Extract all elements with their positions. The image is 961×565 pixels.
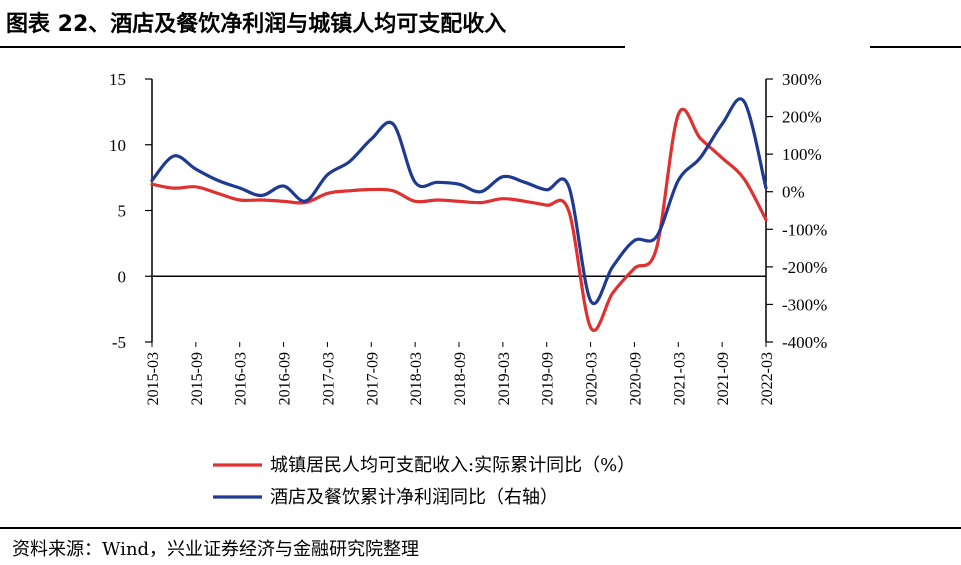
right-axis-tick-label: 200% [782, 108, 822, 127]
x-axis-tick-label: 2015-03 [145, 352, 162, 405]
x-axis-tick-label: 2018-03 [408, 352, 425, 405]
axes: 15 10 5 0 -5 300% 200% 100% 0% -100% -200% -300% -40… [109, 70, 827, 405]
figure-title: 图表 22、酒店及餐饮净利润与城镇人均可支配收入 [6, 12, 507, 37]
left-axis-tick-label: 0 [118, 267, 127, 286]
x-axis-tick-label: 2015-09 [189, 352, 206, 405]
x-axis-tick-label: 2017-09 [364, 352, 381, 405]
right-axis-tick-label: -300% [782, 295, 827, 314]
legend-label: 酒店及餐饮累计净利润同比（右轴） [270, 487, 558, 508]
right-axis-tick-label: -400% [782, 333, 827, 352]
x-axis-tick-label: 2017-03 [320, 352, 337, 405]
series-lines [150, 97, 768, 332]
x-axis-tick-label: 2021-03 [671, 352, 688, 405]
x-axis-tick-label: 2020-03 [584, 352, 601, 405]
right-axis-tick-label: -200% [782, 258, 827, 277]
source-note: 资料来源：Wind，兴业证券经济与金融研究院整理 [12, 539, 420, 560]
income-growth-line [150, 107, 768, 332]
right-axis-tick-label: 300% [782, 70, 822, 89]
x-axis-tick-label: 2016-09 [277, 352, 294, 405]
x-axis-tick-label: 2018-09 [452, 352, 469, 405]
x-axis-tick-label: 2019-03 [496, 352, 513, 405]
title-rule-right [870, 46, 961, 48]
left-axis-tick-label: -5 [112, 333, 126, 352]
legend-label: 城镇居民人均可支配收入:实际累计同比（%） [270, 455, 635, 476]
right-axis-tick-label: 0% [782, 183, 805, 202]
title-rule [0, 46, 625, 48]
hotel-catering-profit-line [150, 97, 768, 305]
left-axis-tick-label: 10 [109, 136, 126, 155]
left-axis-tick-label: 5 [118, 202, 127, 221]
left-axis-tick-label: 15 [109, 70, 126, 89]
legend: 城镇居民人均可支配收入:实际累计同比（%） 酒店及餐饮累计净利润同比（右轴） [213, 455, 635, 508]
x-axis-tick-label: 2022-03 [759, 352, 776, 405]
right-axis-tick-label: 100% [782, 145, 822, 164]
source-rule [0, 527, 961, 529]
x-axis-tick-label: 2019-09 [540, 352, 557, 405]
x-axis-tick-label: 2021-09 [715, 352, 732, 405]
chart-area: 15 10 5 0 -5 300% 200% 100% 0% -100% -200% -300% -40… [109, 70, 827, 508]
x-axis-tick-label: 2016-03 [233, 352, 250, 405]
right-axis-tick-label: -100% [782, 220, 827, 239]
x-axis-tick-label: 2020-09 [627, 352, 644, 405]
